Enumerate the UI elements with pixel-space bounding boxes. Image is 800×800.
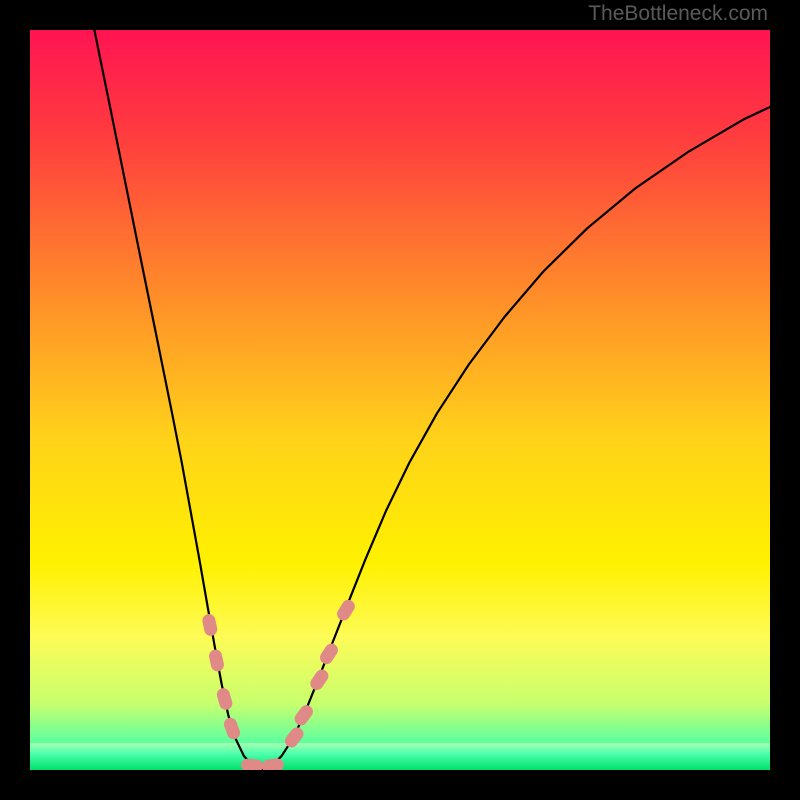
marker bbox=[201, 613, 218, 637]
plot-area bbox=[30, 30, 770, 770]
marker bbox=[282, 725, 306, 750]
v-curve bbox=[94, 30, 770, 769]
marker bbox=[335, 597, 358, 623]
marker bbox=[208, 648, 225, 672]
markers-group bbox=[201, 597, 357, 770]
chart-frame: TheBottleneck.com bbox=[0, 0, 800, 800]
marker bbox=[215, 687, 234, 712]
marker bbox=[261, 758, 285, 770]
marker bbox=[222, 716, 242, 741]
attribution-text: TheBottleneck.com bbox=[588, 2, 768, 26]
marker bbox=[318, 641, 341, 667]
marker bbox=[240, 758, 263, 770]
marker bbox=[308, 667, 331, 693]
curve-layer bbox=[30, 30, 770, 770]
marker bbox=[292, 703, 315, 728]
